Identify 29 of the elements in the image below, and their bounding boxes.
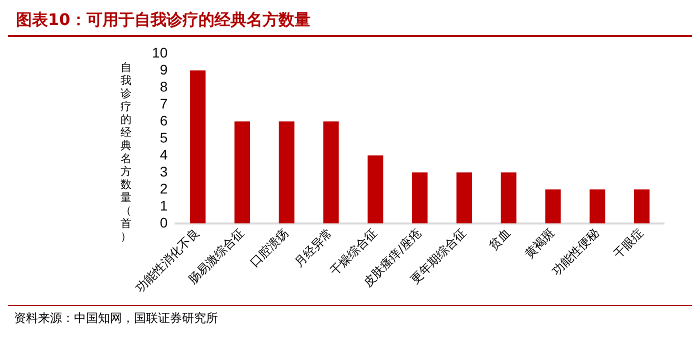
y-tick-label: 9 <box>160 61 168 78</box>
y-tick-label: 0 <box>160 214 168 230</box>
chart-title: 图表10：可用于自我诊疗的经典名方数量 <box>8 8 692 37</box>
bar <box>545 189 561 224</box>
bar <box>234 121 250 224</box>
y-tick-label: 1 <box>160 197 168 214</box>
y-tick-label: 3 <box>160 163 168 180</box>
bar <box>500 172 516 224</box>
bar <box>456 172 472 224</box>
bar <box>278 121 294 224</box>
bar <box>590 189 606 224</box>
bar <box>323 121 339 224</box>
bar <box>412 172 428 224</box>
text: 自我诊疗的经典名方数量（首） <box>120 61 132 243</box>
bar <box>368 155 384 224</box>
y-tick-label: 5 <box>160 129 168 146</box>
y-tick-label: 2 <box>160 180 168 196</box>
y-tick-label: 6 <box>160 112 168 128</box>
x-tick-label: 贫血 <box>486 226 513 253</box>
y-tick-label: 4 <box>160 146 168 162</box>
text: 资料来源：中国知网，国联证券研究所 <box>14 311 218 325</box>
x-tick-label: 口腔溃疡 <box>247 226 291 270</box>
y-tick-label: 10 <box>152 44 168 60</box>
y-tick-label: 8 <box>160 78 168 94</box>
x-tick-label: 干眼症 <box>610 226 646 262</box>
bar <box>190 70 206 224</box>
x-tick-label: 黄褐斑 <box>522 226 558 262</box>
bar <box>634 189 650 224</box>
y-tick-label: 7 <box>160 95 168 112</box>
